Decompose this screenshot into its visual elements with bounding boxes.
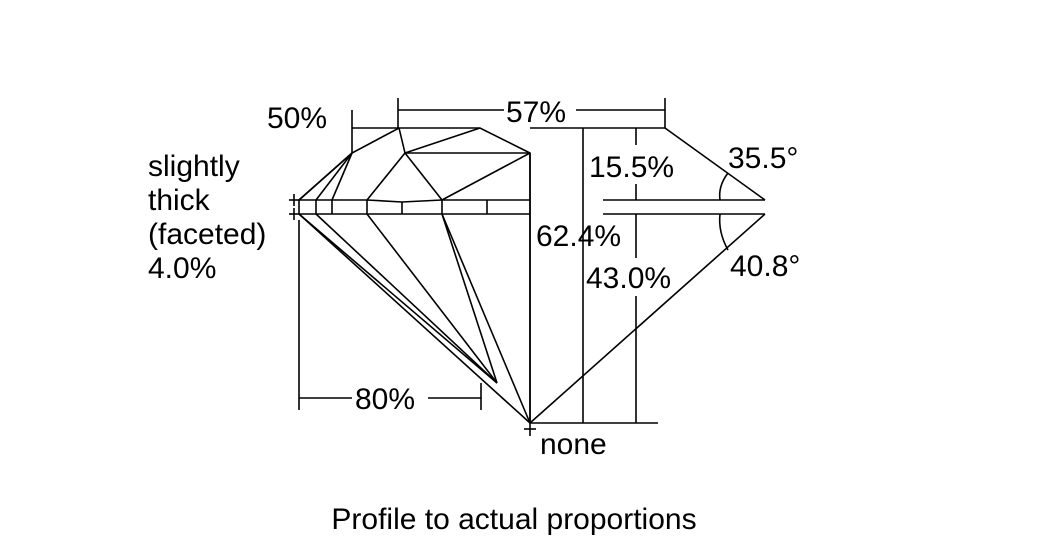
culet-mark xyxy=(524,423,536,436)
pavilion-depth-label: 43.0% xyxy=(586,262,671,295)
diagram-caption: Profile to actual proportions xyxy=(331,503,696,536)
dimension-table xyxy=(397,98,666,128)
girdle-label-line2: thick xyxy=(148,184,211,217)
lower-half-label: 80% xyxy=(355,383,415,416)
dimension-star xyxy=(351,110,398,153)
culet-label: none xyxy=(540,428,607,461)
diamond-right-outline xyxy=(529,127,766,424)
dimension-lower-half xyxy=(298,220,482,410)
total-depth-label: 62.4% xyxy=(536,220,621,253)
star-label: 50% xyxy=(267,102,327,135)
girdle-label-line3: (faceted) xyxy=(148,218,266,251)
girdle xyxy=(289,194,530,220)
crown-height-label: 15.5% xyxy=(589,151,674,184)
girdle-label-line1: slightly xyxy=(148,150,240,183)
pavilion-facets xyxy=(298,153,531,424)
crown-angle-label: 35.5° xyxy=(728,142,798,175)
table-label: 57% xyxy=(506,96,566,129)
girdle-pct-label: 4.0% xyxy=(148,252,216,285)
angle-arcs xyxy=(718,172,729,251)
pavilion-angle-label: 40.8° xyxy=(730,250,800,283)
